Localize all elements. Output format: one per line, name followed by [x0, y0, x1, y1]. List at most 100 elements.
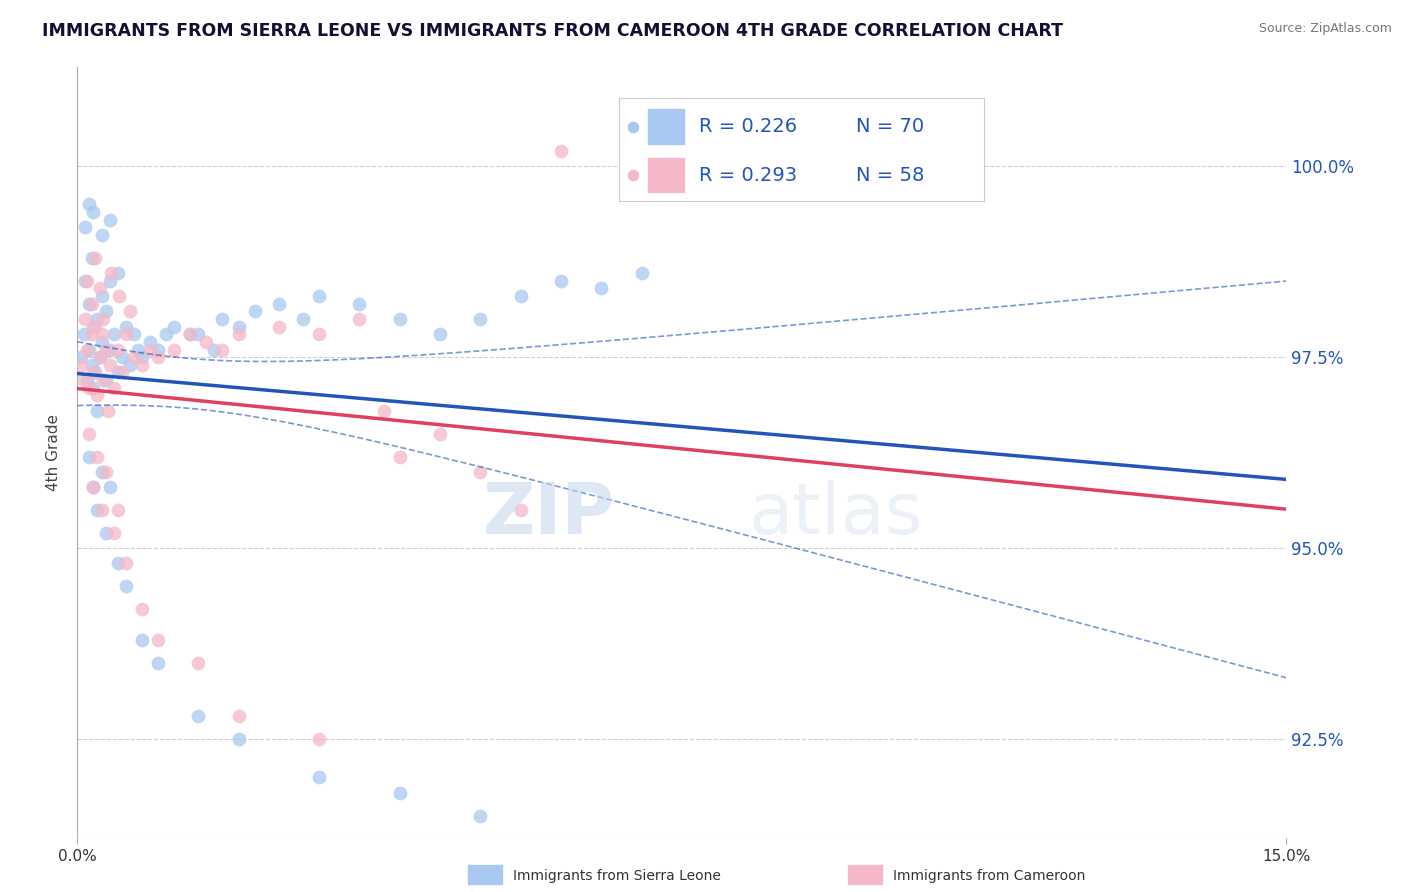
Point — [228, 327, 250, 342]
Point — [388, 786, 411, 800]
Point — [146, 632, 169, 647]
Bar — [648, 110, 685, 145]
Point — [75, 220, 97, 235]
Point — [470, 312, 492, 326]
Point — [308, 770, 330, 784]
Point — [630, 266, 652, 280]
Point — [73, 327, 96, 342]
Point — [90, 334, 112, 349]
Point — [94, 304, 117, 318]
Point — [73, 373, 96, 387]
Point — [429, 426, 451, 441]
Point — [308, 732, 330, 747]
Point — [118, 358, 141, 372]
Point — [76, 343, 98, 357]
Point — [228, 732, 250, 747]
Bar — [848, 865, 882, 883]
Point — [80, 358, 103, 372]
Point — [82, 205, 104, 219]
Text: N = 58: N = 58 — [856, 166, 925, 185]
Point — [127, 343, 149, 357]
Point — [146, 350, 169, 364]
Point — [79, 296, 101, 310]
Point — [82, 319, 104, 334]
Point — [94, 373, 117, 387]
Point — [86, 403, 108, 417]
Point — [155, 327, 177, 342]
Point — [82, 480, 104, 494]
Point — [98, 274, 121, 288]
Point — [621, 168, 644, 182]
Text: N = 70: N = 70 — [856, 118, 924, 136]
Point — [90, 465, 112, 479]
Point — [98, 212, 121, 227]
Point — [76, 373, 98, 387]
Point — [94, 525, 117, 540]
Point — [187, 709, 209, 723]
Point — [70, 358, 93, 372]
Text: R = 0.293: R = 0.293 — [699, 166, 797, 185]
Point — [591, 281, 613, 295]
Point — [70, 350, 93, 364]
Point — [79, 197, 101, 211]
Point — [84, 319, 107, 334]
Point — [94, 343, 117, 357]
Point — [267, 296, 290, 310]
Point — [80, 251, 103, 265]
Point — [114, 579, 136, 593]
Point — [211, 312, 233, 326]
Text: R = 0.226: R = 0.226 — [699, 118, 797, 136]
Point — [146, 343, 169, 357]
Point — [187, 327, 209, 342]
Point — [373, 403, 395, 417]
Point — [187, 656, 209, 670]
Point — [163, 319, 186, 334]
Point — [550, 274, 572, 288]
Point — [107, 557, 129, 571]
Point — [202, 343, 225, 357]
Point — [76, 274, 98, 288]
Point — [131, 632, 153, 647]
Point — [195, 334, 218, 349]
Point — [107, 343, 129, 357]
Point — [89, 350, 111, 364]
Point — [79, 381, 101, 395]
Point — [107, 266, 129, 280]
Point — [79, 450, 101, 464]
Point — [243, 304, 266, 318]
Point — [211, 343, 233, 357]
Point — [107, 503, 129, 517]
Point — [509, 289, 531, 303]
Point — [349, 312, 371, 326]
Point — [97, 403, 120, 417]
Point — [114, 557, 136, 571]
Point — [131, 350, 153, 364]
Point — [98, 480, 121, 494]
Point — [107, 366, 129, 380]
Point — [308, 289, 330, 303]
Point — [82, 480, 104, 494]
Point — [103, 327, 125, 342]
Point — [98, 343, 121, 357]
Point — [122, 350, 145, 364]
Point — [228, 319, 250, 334]
Point — [90, 503, 112, 517]
Text: IMMIGRANTS FROM SIERRA LEONE VS IMMIGRANTS FROM CAMEROON 4TH GRADE CORRELATION C: IMMIGRANTS FROM SIERRA LEONE VS IMMIGRAN… — [42, 22, 1063, 40]
Point — [139, 343, 162, 357]
Point — [103, 525, 125, 540]
Point — [388, 312, 411, 326]
Point — [163, 343, 186, 357]
Text: Source: ZipAtlas.com: Source: ZipAtlas.com — [1258, 22, 1392, 36]
Point — [79, 426, 101, 441]
Point — [131, 602, 153, 616]
Point — [90, 289, 112, 303]
Point — [75, 274, 97, 288]
Point — [621, 120, 644, 134]
Point — [114, 319, 136, 334]
Bar — [648, 158, 685, 193]
Point — [292, 312, 315, 326]
Point — [429, 327, 451, 342]
Y-axis label: 4th Grade: 4th Grade — [46, 414, 62, 491]
Text: Immigrants from Sierra Leone: Immigrants from Sierra Leone — [513, 869, 721, 883]
Point — [228, 709, 250, 723]
